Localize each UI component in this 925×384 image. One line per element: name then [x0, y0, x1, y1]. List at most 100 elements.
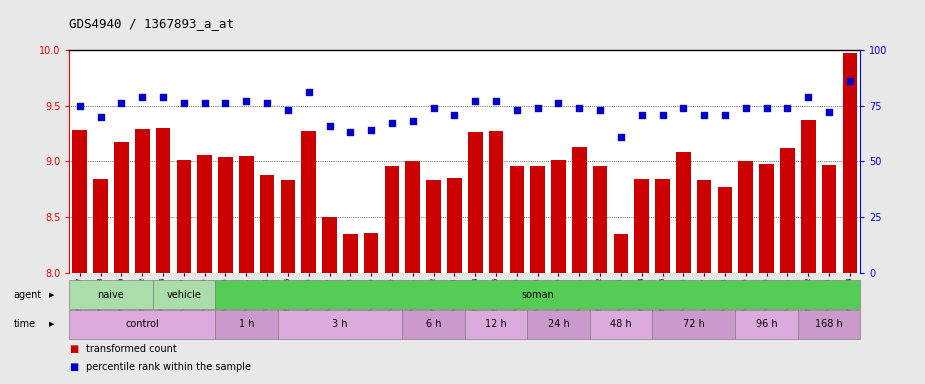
- Bar: [759, 164, 774, 273]
- Text: 168 h: 168 h: [815, 319, 843, 329]
- Bar: [280, 180, 295, 273]
- Point: [468, 98, 483, 104]
- Point: [72, 103, 87, 109]
- Text: GDS4940 / 1367893_a_at: GDS4940 / 1367893_a_at: [69, 17, 234, 30]
- Text: naive: naive: [98, 290, 124, 300]
- Point: [697, 111, 711, 118]
- Text: vehicle: vehicle: [166, 290, 202, 300]
- Point: [385, 120, 400, 126]
- Text: 24 h: 24 h: [548, 319, 570, 329]
- Point: [426, 105, 441, 111]
- Bar: [302, 131, 316, 273]
- Bar: [72, 130, 87, 273]
- Point: [260, 100, 275, 106]
- Bar: [635, 179, 649, 273]
- Point: [155, 94, 170, 100]
- Bar: [551, 160, 566, 273]
- Point: [613, 134, 628, 140]
- Point: [572, 105, 586, 111]
- Text: ▶: ▶: [49, 292, 55, 298]
- Text: 1 h: 1 h: [239, 319, 254, 329]
- Text: control: control: [126, 319, 159, 329]
- Bar: [821, 165, 836, 273]
- Point: [302, 89, 316, 95]
- Bar: [801, 120, 816, 273]
- Bar: [718, 187, 733, 273]
- Point: [655, 111, 670, 118]
- Bar: [488, 131, 503, 273]
- Bar: [322, 217, 337, 273]
- Point: [93, 114, 108, 120]
- Bar: [530, 166, 545, 273]
- Point: [676, 105, 691, 111]
- Point: [239, 98, 253, 104]
- Bar: [590, 310, 652, 339]
- Point: [488, 98, 503, 104]
- Bar: [135, 129, 150, 273]
- Point: [364, 127, 378, 133]
- Text: 6 h: 6 h: [426, 319, 441, 329]
- Bar: [364, 233, 378, 273]
- Point: [135, 94, 150, 100]
- Bar: [177, 160, 191, 273]
- Bar: [155, 128, 170, 273]
- Bar: [278, 310, 402, 339]
- Point: [447, 111, 462, 118]
- Point: [551, 100, 566, 106]
- Bar: [260, 175, 275, 273]
- Bar: [613, 233, 628, 273]
- Point: [197, 100, 212, 106]
- Point: [843, 78, 857, 84]
- Bar: [527, 310, 590, 339]
- Bar: [593, 166, 608, 273]
- Point: [177, 100, 191, 106]
- Point: [343, 129, 358, 136]
- Bar: [343, 233, 358, 273]
- Text: agent: agent: [14, 290, 43, 300]
- Text: ▶: ▶: [49, 321, 55, 327]
- Bar: [735, 310, 797, 339]
- Bar: [447, 178, 462, 273]
- Text: 72 h: 72 h: [683, 319, 705, 329]
- Point: [780, 105, 795, 111]
- Point: [821, 109, 836, 115]
- Point: [510, 107, 524, 113]
- Bar: [652, 310, 735, 339]
- Point: [738, 105, 753, 111]
- Bar: [510, 166, 524, 273]
- Text: 12 h: 12 h: [485, 319, 507, 329]
- Bar: [676, 152, 691, 273]
- Bar: [697, 180, 711, 273]
- Point: [801, 94, 816, 100]
- Bar: [93, 179, 108, 273]
- Bar: [426, 180, 441, 273]
- Bar: [218, 157, 233, 273]
- Bar: [468, 132, 483, 273]
- Bar: [215, 280, 860, 309]
- Text: transformed count: transformed count: [86, 344, 177, 354]
- Bar: [655, 179, 670, 273]
- Point: [322, 122, 337, 129]
- Point: [218, 100, 233, 106]
- Bar: [153, 280, 215, 309]
- Point: [530, 105, 545, 111]
- Bar: [405, 161, 420, 273]
- Bar: [69, 280, 153, 309]
- Text: soman: soman: [522, 290, 554, 300]
- Bar: [843, 53, 857, 273]
- Bar: [197, 155, 212, 273]
- Point: [280, 107, 295, 113]
- Bar: [402, 310, 465, 339]
- Text: ■: ■: [69, 362, 79, 372]
- Text: 48 h: 48 h: [610, 319, 632, 329]
- Bar: [385, 166, 400, 273]
- Point: [635, 111, 649, 118]
- Bar: [69, 310, 215, 339]
- Text: time: time: [14, 319, 36, 329]
- Point: [114, 100, 129, 106]
- Text: percentile rank within the sample: percentile rank within the sample: [86, 362, 251, 372]
- Point: [405, 118, 420, 124]
- Bar: [572, 147, 586, 273]
- Bar: [738, 161, 753, 273]
- Text: ■: ■: [69, 344, 79, 354]
